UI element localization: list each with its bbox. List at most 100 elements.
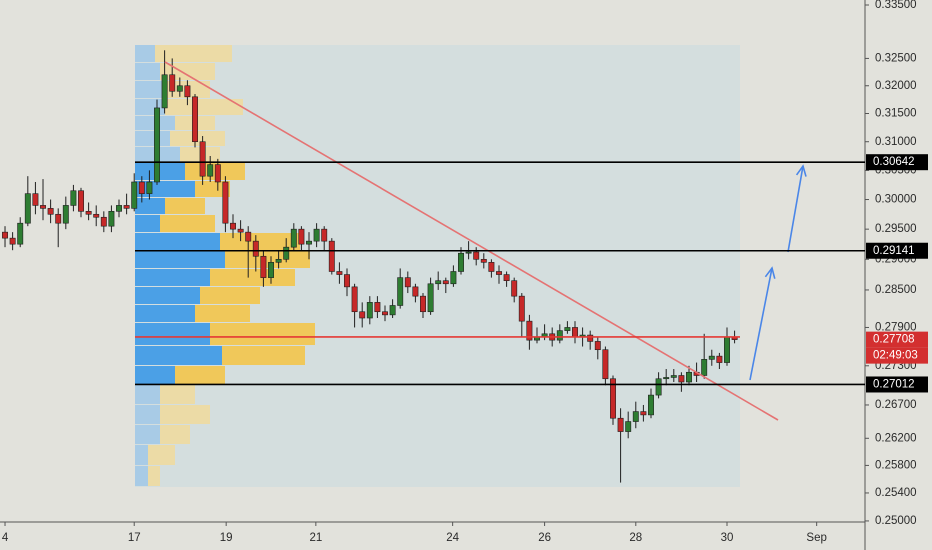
x-tick-label: Sep xyxy=(806,532,826,544)
profile-row xyxy=(148,466,160,486)
profile-row xyxy=(135,99,165,115)
candle-body xyxy=(724,336,730,363)
candle-body xyxy=(138,181,145,194)
candle-body xyxy=(62,205,69,224)
level-label-box xyxy=(866,154,928,171)
candle-body xyxy=(131,181,138,209)
profile-row xyxy=(135,269,210,286)
candle-body xyxy=(222,181,229,224)
candle-body xyxy=(458,252,464,272)
x-tick-label: 24 xyxy=(446,532,459,544)
candle-body xyxy=(252,240,259,257)
candle-body xyxy=(427,283,434,313)
candle-body xyxy=(275,258,282,263)
countdown-label: 02:49:03 xyxy=(873,350,918,362)
candle-body xyxy=(374,302,381,313)
candle-body xyxy=(184,85,191,98)
candle-body xyxy=(716,355,723,363)
profile-row xyxy=(165,99,243,115)
candle-body xyxy=(207,164,214,177)
candle-body xyxy=(268,262,274,278)
candle-body xyxy=(192,96,198,143)
candle-body xyxy=(572,327,578,338)
candle-body xyxy=(678,375,685,383)
candle-body xyxy=(108,211,115,227)
candle-body xyxy=(465,251,472,254)
candle-body xyxy=(260,255,267,278)
y-tick-label: 0.33500 xyxy=(875,0,917,11)
candle-body xyxy=(17,222,24,245)
candle-body xyxy=(283,246,290,260)
y-tick-label: 0.31500 xyxy=(875,108,917,120)
candle-body xyxy=(116,205,122,212)
profile-row xyxy=(195,305,250,322)
candle-body xyxy=(169,74,176,92)
profile-row xyxy=(135,233,220,250)
y-tick-label: 0.32000 xyxy=(875,80,917,92)
candle-body xyxy=(670,375,677,378)
candle-body xyxy=(70,190,77,206)
profile-row xyxy=(135,385,160,404)
profile-row xyxy=(135,305,195,322)
candle-body xyxy=(610,378,616,419)
candle-body xyxy=(503,274,510,281)
candle-body xyxy=(47,208,54,215)
x-tick-label: 26 xyxy=(538,532,551,544)
level-label-box xyxy=(866,376,928,393)
profile-row xyxy=(160,385,195,404)
profile-row xyxy=(210,323,315,345)
candle-body xyxy=(488,262,495,272)
candle-body xyxy=(321,228,328,242)
profile-row xyxy=(135,366,175,384)
level-label: 0.27012 xyxy=(873,379,915,391)
candle-body xyxy=(480,258,487,263)
profile-row xyxy=(135,198,165,214)
profile-row xyxy=(135,405,160,424)
profile-row xyxy=(135,81,165,98)
profile-row xyxy=(135,445,148,465)
candle-body xyxy=(564,327,571,331)
y-tick-label: 0.25000 xyxy=(875,515,917,527)
candle-body xyxy=(587,334,594,342)
level-label: 0.30642 xyxy=(873,156,915,168)
y-tick-label: 0.32500 xyxy=(875,52,917,64)
candle-body xyxy=(359,311,366,319)
y-tick-label: 0.25400 xyxy=(875,487,917,499)
x-tick-label: 17 xyxy=(128,532,141,544)
profile-row xyxy=(225,251,310,268)
profile-row xyxy=(160,425,190,444)
candle-body xyxy=(313,228,320,242)
candle-body xyxy=(655,378,662,396)
profile-row xyxy=(135,215,160,232)
candle-body xyxy=(336,271,343,275)
level-label: 0.29141 xyxy=(873,245,915,257)
candle-body xyxy=(632,411,639,422)
candle-body xyxy=(435,280,442,285)
profile-row xyxy=(200,287,260,304)
candle-body xyxy=(199,141,206,177)
candle-body xyxy=(78,190,84,212)
candle-body xyxy=(237,228,244,233)
candle-body xyxy=(351,286,358,313)
candle-body xyxy=(176,85,183,92)
profile-row xyxy=(160,63,215,80)
candle-body xyxy=(617,417,624,432)
x-tick-label: 30 xyxy=(721,532,734,544)
profile-row xyxy=(220,233,300,250)
profile-row xyxy=(135,45,155,62)
profile-row xyxy=(135,323,210,345)
candle-body xyxy=(442,280,449,285)
candle-body xyxy=(556,330,563,341)
candle-body xyxy=(701,359,708,376)
countdown-box xyxy=(866,347,928,364)
profile-row xyxy=(160,405,210,424)
candle-body xyxy=(306,240,312,245)
candle-body xyxy=(397,277,404,306)
candle-body xyxy=(154,107,160,183)
candle-body xyxy=(450,271,457,285)
y-tick-label: 0.30000 xyxy=(875,194,917,206)
last-price-label: 0.27708 xyxy=(873,334,915,346)
profile-row xyxy=(135,131,170,146)
candle-body xyxy=(389,305,396,316)
level-label-box xyxy=(866,242,928,259)
